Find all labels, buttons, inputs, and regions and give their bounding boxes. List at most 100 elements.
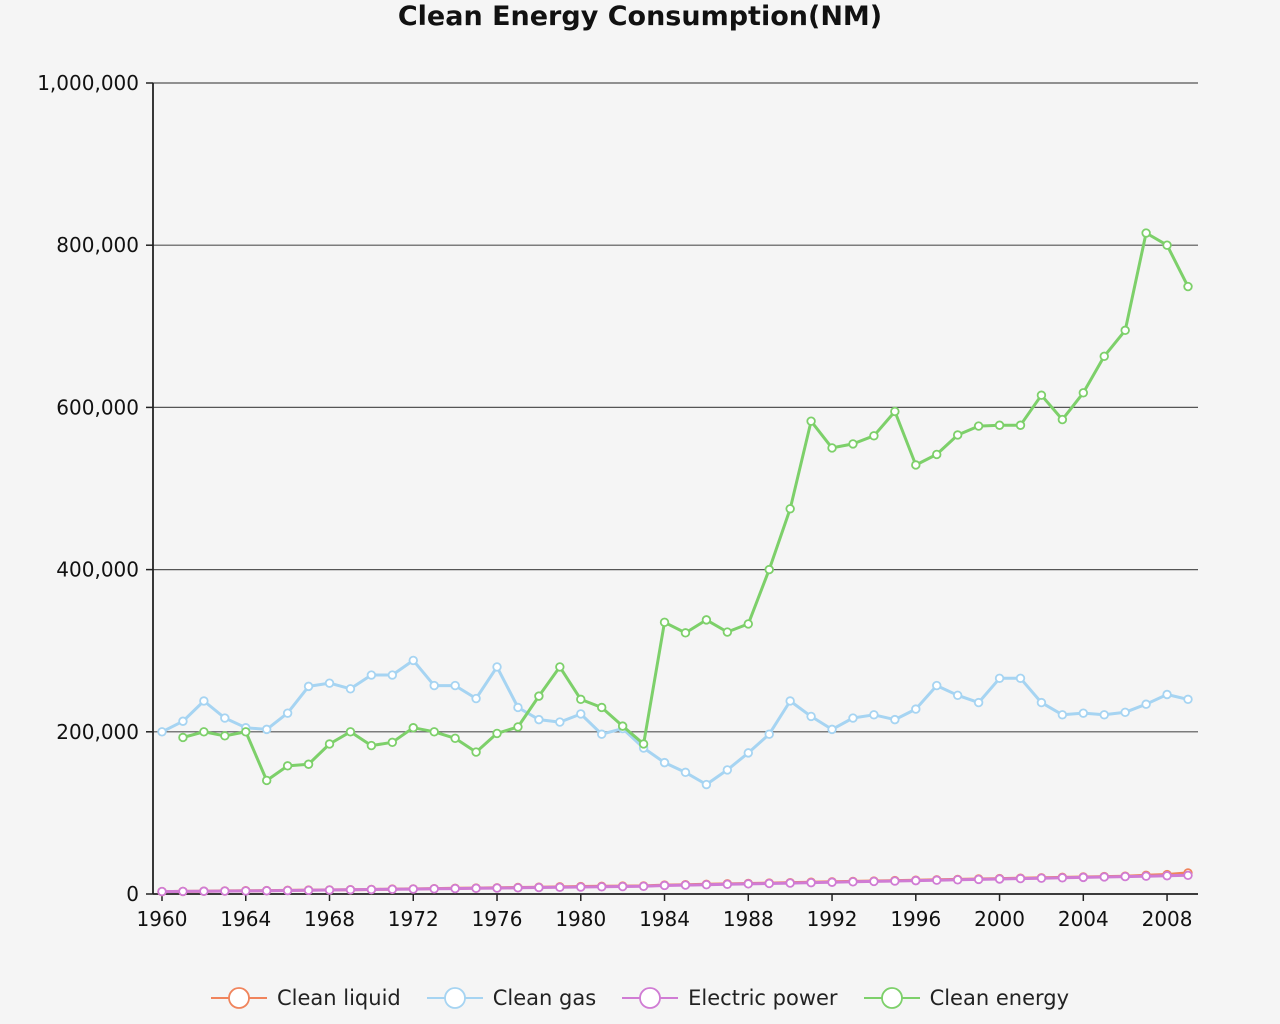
data-point [1120, 325, 1130, 336]
y-tick-label: 1,000,000 [37, 71, 139, 95]
data-point [869, 431, 879, 441]
series-clean-gas [157, 655, 1193, 790]
grid-lines [153, 82, 1198, 733]
data-point [220, 886, 230, 896]
data-point [973, 421, 984, 431]
data-point [1078, 388, 1089, 398]
data-point [471, 693, 481, 704]
data-point [408, 723, 418, 733]
data-point [261, 775, 272, 786]
data-point [157, 727, 167, 737]
data-point [1183, 694, 1193, 705]
data-point [366, 884, 377, 895]
data-point [1036, 390, 1047, 400]
x-tick-label: 1996 [890, 907, 941, 931]
data-point [178, 716, 188, 726]
data-point [1099, 710, 1109, 720]
data-point [1183, 870, 1193, 881]
x-tick-label: 1984 [639, 907, 690, 931]
data-point [1078, 872, 1089, 883]
data-point [722, 627, 733, 637]
data-point [848, 713, 858, 723]
data-point [764, 564, 774, 575]
legend-label: Clean gas [492, 986, 597, 1010]
data-point [324, 739, 335, 749]
data-point [890, 714, 900, 725]
data-point [199, 886, 209, 896]
data-point [492, 662, 502, 672]
data-point [722, 879, 733, 889]
legend-item[interactable]: Clean gas [426, 985, 597, 1011]
data-point [303, 759, 314, 769]
data-point [597, 702, 607, 713]
data-point [932, 449, 942, 460]
y-tick-label: 800,000 [56, 233, 139, 257]
data-point [806, 416, 816, 426]
data-point [324, 885, 335, 895]
data-point [952, 430, 963, 440]
data-point [1015, 673, 1026, 683]
data-point [471, 883, 481, 894]
data-point [680, 767, 691, 778]
data-point [1141, 871, 1151, 881]
data-point [157, 886, 167, 897]
data-point [1036, 873, 1047, 883]
data-point [1078, 708, 1089, 718]
axes: 0 200,000 400,000 600,000 800,000 1,000,000 19… [37, 71, 1198, 931]
legend: Clean liquid Clean gas Electric power Clean… [0, 985, 1280, 1011]
data-point [973, 874, 984, 885]
data-point [743, 879, 753, 889]
data-point [303, 885, 314, 895]
data-point [743, 748, 753, 758]
y-tick-label: 400,000 [56, 558, 139, 582]
x-tick-label: 1968 [304, 907, 355, 931]
data-point [701, 615, 712, 625]
data-point [450, 883, 460, 894]
legend-label: Clean energy [929, 986, 1070, 1010]
data-point [199, 696, 209, 706]
data-point [764, 729, 774, 739]
data-point [282, 885, 293, 896]
data-point [576, 882, 586, 892]
y-tick-label: 0 [126, 882, 139, 906]
data-point [659, 880, 670, 891]
x-tick-label: 2004 [1058, 907, 1109, 931]
data-point [261, 724, 272, 735]
data-point [827, 877, 837, 887]
data-point [701, 879, 712, 890]
data-point [890, 406, 900, 417]
data-point [869, 710, 879, 720]
data-point [994, 420, 1005, 430]
data-point [806, 877, 816, 888]
y-tick-label: 200,000 [56, 720, 139, 744]
series-line [161, 658, 1189, 786]
data-point [659, 757, 670, 768]
data-point [701, 779, 712, 790]
legend-item[interactable]: Electric power [622, 985, 838, 1011]
x-tick-label: 1992 [807, 907, 858, 931]
legend-item[interactable]: Clean liquid [210, 985, 401, 1011]
data-point [617, 881, 628, 892]
legend-marker-icon [210, 987, 267, 1009]
data-point [534, 691, 544, 701]
data-point [1099, 872, 1109, 882]
data-point [534, 882, 544, 893]
data-point [848, 877, 858, 887]
data-point [638, 881, 649, 891]
legend-label: Electric power [688, 986, 838, 1010]
data-point [617, 721, 628, 731]
data-point [973, 697, 984, 708]
data-point [555, 717, 565, 727]
data-point [785, 696, 795, 706]
data-point [1162, 689, 1172, 700]
data-point [1162, 240, 1172, 250]
data-point [1015, 420, 1026, 430]
data-point [827, 724, 837, 735]
x-tick-label: 1964 [220, 907, 271, 931]
legend-item[interactable]: Clean energy [863, 985, 1070, 1011]
data-point [387, 884, 398, 894]
data-point [911, 875, 921, 886]
data-point [282, 761, 293, 771]
data-point [450, 733, 460, 743]
data-point [345, 885, 356, 895]
